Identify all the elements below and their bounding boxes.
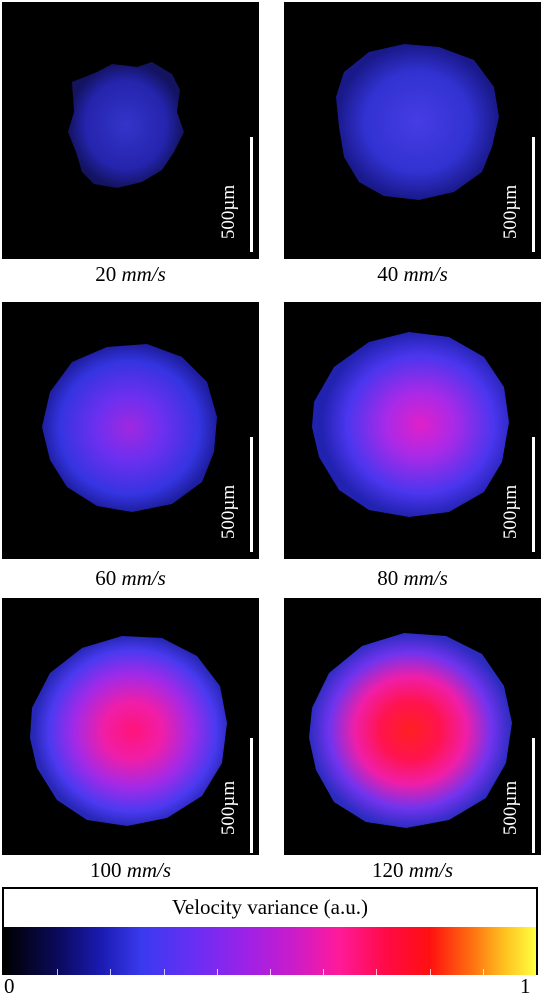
speed-unit-2: mm/s bbox=[403, 262, 448, 286]
colorbar-min-label: 0 bbox=[4, 974, 15, 998]
scale-bar-label-6: 500µm bbox=[500, 780, 522, 836]
colorbar-title: Velocity variance (a.u.) bbox=[172, 895, 368, 919]
speed-value-4: 80 bbox=[377, 566, 399, 590]
speckle-image-2 bbox=[336, 44, 535, 252]
speed-value-6: 120 bbox=[371, 858, 404, 882]
colorbar-tick bbox=[216, 969, 218, 975]
scale-bar-label-3: 500µm bbox=[218, 484, 240, 540]
speed-unit-3: mm/s bbox=[121, 566, 166, 590]
speed-unit-1: mm/s bbox=[121, 262, 166, 286]
colorbar-tick bbox=[57, 969, 59, 975]
speckle-panel-4: 500µm bbox=[284, 302, 541, 559]
speckle-panel-1: 500µm bbox=[2, 2, 259, 259]
speckle-image-6 bbox=[309, 633, 535, 853]
colorbar-gradient bbox=[4, 927, 536, 975]
colorbar-tick bbox=[482, 969, 484, 975]
speckle-panel-6: 500µm bbox=[284, 598, 541, 855]
speckle-image-1 bbox=[68, 62, 253, 252]
colorbar-tick bbox=[323, 969, 325, 975]
speed-unit-5: mm/s bbox=[126, 858, 172, 882]
speed-value-3: 60 bbox=[95, 566, 117, 590]
scale-bar-label-2: 500µm bbox=[500, 184, 522, 240]
caption-1: 20 mm/s bbox=[2, 262, 259, 286]
speed-value-1: 20 bbox=[95, 262, 117, 286]
speckle-panel-2: 500µm bbox=[284, 2, 541, 259]
scale-bar-label-1: 500µm bbox=[218, 184, 240, 240]
colorbar-tick bbox=[376, 969, 378, 975]
caption-6: 120 mm/s bbox=[284, 858, 541, 882]
scale-bar-label-5: 500µm bbox=[218, 780, 240, 836]
speed-value-2: 40 bbox=[377, 262, 399, 286]
caption-2: 40 mm/s bbox=[284, 262, 541, 286]
speed-unit-4: mm/s bbox=[403, 566, 448, 590]
scale-bar-label-4: 500µm bbox=[500, 484, 522, 540]
colorbar-tick bbox=[270, 969, 271, 975]
colorbar-max-label: 1 bbox=[520, 974, 531, 998]
colorbar-tick bbox=[110, 969, 112, 975]
caption-3: 60 mm/s bbox=[2, 566, 259, 590]
caption-4: 80 mm/s bbox=[284, 566, 541, 590]
speckle-image-5 bbox=[30, 636, 253, 853]
speed-unit-6: mm/s bbox=[408, 858, 454, 882]
caption-5: 100 mm/s bbox=[2, 858, 259, 882]
speckle-panel-3: 500µm bbox=[2, 302, 259, 559]
speckle-panel-5: 500µm bbox=[2, 598, 259, 855]
colorbar-tick bbox=[429, 969, 431, 975]
speckle-image-4 bbox=[312, 332, 535, 552]
colorbar-tick bbox=[163, 969, 165, 975]
speckle-image-3 bbox=[42, 344, 253, 552]
speed-value-5: 100 bbox=[89, 858, 122, 882]
colorbar: Velocity variance (a.u.) bbox=[2, 887, 538, 975]
